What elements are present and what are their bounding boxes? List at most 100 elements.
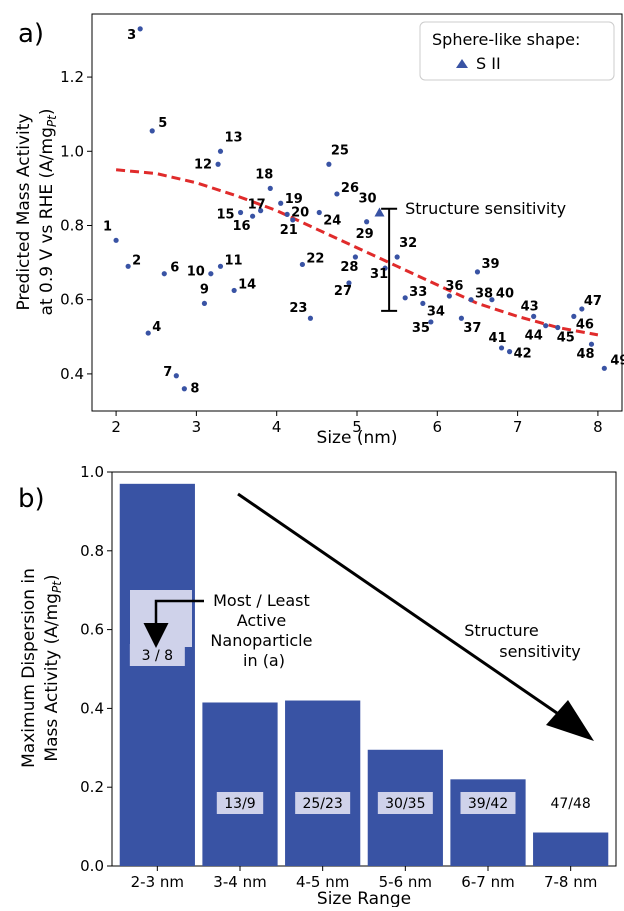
- data-point-label: 31: [370, 267, 388, 282]
- data-point: [231, 287, 237, 294]
- data-point: [531, 313, 537, 319]
- structure-sensitivity-bracket: [381, 207, 398, 312]
- data-point: [173, 373, 179, 379]
- data-point: [474, 269, 481, 275]
- bar: [202, 702, 278, 866]
- data-point-label: 32: [399, 236, 417, 251]
- data-point: [420, 300, 426, 307]
- bar-label: 47/48: [550, 796, 590, 812]
- bar-label-box: [295, 792, 351, 814]
- y-tick-label: 0.4: [80, 699, 104, 717]
- data-point: [299, 261, 305, 268]
- data-point: [468, 297, 474, 303]
- data-point-label: 40: [496, 287, 514, 302]
- data-point: [402, 295, 408, 301]
- bar: [533, 832, 609, 866]
- legend-triangle-marker: [456, 59, 468, 68]
- data-point: [137, 26, 143, 32]
- y-tick-label: 0.2: [80, 778, 104, 796]
- data-point: [543, 323, 549, 329]
- x-tick-label: 6-7 nm: [461, 873, 514, 891]
- most-least-arrow: [143, 599, 204, 648]
- data-point-label: 13: [224, 130, 242, 145]
- bar-label: 39/42: [468, 796, 508, 812]
- data-point: [250, 213, 256, 219]
- data-point-label: 27: [334, 284, 352, 299]
- panel-b-label: b): [18, 484, 45, 514]
- bar: [285, 700, 361, 866]
- bar-label: 30/35: [385, 796, 425, 812]
- data-point-label: 14: [238, 277, 256, 292]
- chart-a: 2 3 4 5 6 7 80.40.60.81.01.2 12345678910111213…: [14, 13, 624, 448]
- data-point: [489, 297, 495, 303]
- data-point-label: 42: [514, 347, 532, 362]
- data-point: [161, 271, 167, 277]
- data-point: [506, 349, 513, 355]
- data-point-label: 18: [255, 167, 273, 182]
- most-least-annotation: Most / Least Active Nanoparticle in (a): [143, 591, 312, 670]
- data-point-label: 17: [248, 198, 266, 213]
- trend-line: [115, 168, 599, 337]
- data-point-label: 2: [132, 253, 141, 268]
- data-point-label: 48: [576, 347, 594, 362]
- data-point-label: 22: [306, 251, 324, 266]
- data-point-label: 41: [488, 331, 506, 346]
- data-point-label: 23: [289, 301, 307, 316]
- data-point: [588, 341, 595, 347]
- chart-b-xlabel: Size Range: [317, 889, 411, 907]
- data-point: [316, 209, 322, 216]
- data-point: [149, 128, 155, 134]
- x-tick-label: 3: [192, 418, 202, 436]
- most-least-highlight: [130, 590, 192, 647]
- data-point-label: 35: [412, 321, 430, 336]
- data-point: [326, 161, 332, 167]
- bar-label-box: [129, 644, 185, 666]
- data-point-label: 30: [358, 192, 376, 207]
- bar-label: 25/23: [302, 796, 342, 812]
- data-point-label: 6: [170, 261, 179, 276]
- y-tick-label: 0.8: [60, 216, 84, 234]
- data-point: [201, 300, 208, 307]
- x-tick-label: 7: [513, 418, 523, 436]
- data-point-label: 43: [521, 299, 539, 314]
- structure-sensitivity-text: Structure sensitivity: [464, 621, 581, 661]
- data-point-label: 20: [291, 205, 309, 220]
- x-tick-label: 8: [593, 418, 603, 436]
- x-tick-label: 6: [433, 418, 443, 436]
- data-point-label: 44: [525, 329, 543, 344]
- data-point-label: 1: [103, 219, 112, 234]
- data-point: [258, 208, 264, 214]
- legend-box: [419, 21, 615, 81]
- bar-label-box: [216, 792, 264, 814]
- y-tick-label: 0.8: [80, 542, 104, 560]
- data-point-label: 39: [481, 257, 499, 272]
- bar-label-box: [460, 792, 516, 814]
- chart-b-frame: [111, 471, 617, 867]
- data-point: [334, 191, 340, 197]
- data-point: [571, 313, 577, 319]
- y-tick-label: 1.2: [60, 68, 84, 86]
- data-point: [145, 330, 151, 336]
- bar: [119, 483, 195, 866]
- data-point: [601, 365, 607, 371]
- x-tick-label: 7-8 nm: [544, 873, 597, 891]
- legend: Sphere-like shape: S II: [419, 21, 615, 81]
- data-point: [215, 161, 221, 167]
- bar-label: 3 / 8: [142, 648, 173, 664]
- data-point: [181, 386, 187, 392]
- data-point: [217, 263, 224, 269]
- data-point: [290, 217, 296, 223]
- data-point-label: 28: [340, 260, 358, 275]
- data-point-label: 29: [356, 227, 374, 242]
- data-point-label: 36: [445, 279, 463, 294]
- data-point-label: 8: [190, 382, 199, 397]
- x-tick-label: 3-4 nm: [213, 873, 266, 891]
- data-point: [458, 315, 464, 321]
- panel-a-label: a): [18, 19, 44, 49]
- x-tick-label: 2: [111, 418, 121, 436]
- data-point-label: 4: [152, 320, 161, 335]
- data-point-triangle: [374, 207, 385, 217]
- data-point: [428, 319, 434, 325]
- data-point: [125, 263, 131, 269]
- data-point: [278, 200, 284, 206]
